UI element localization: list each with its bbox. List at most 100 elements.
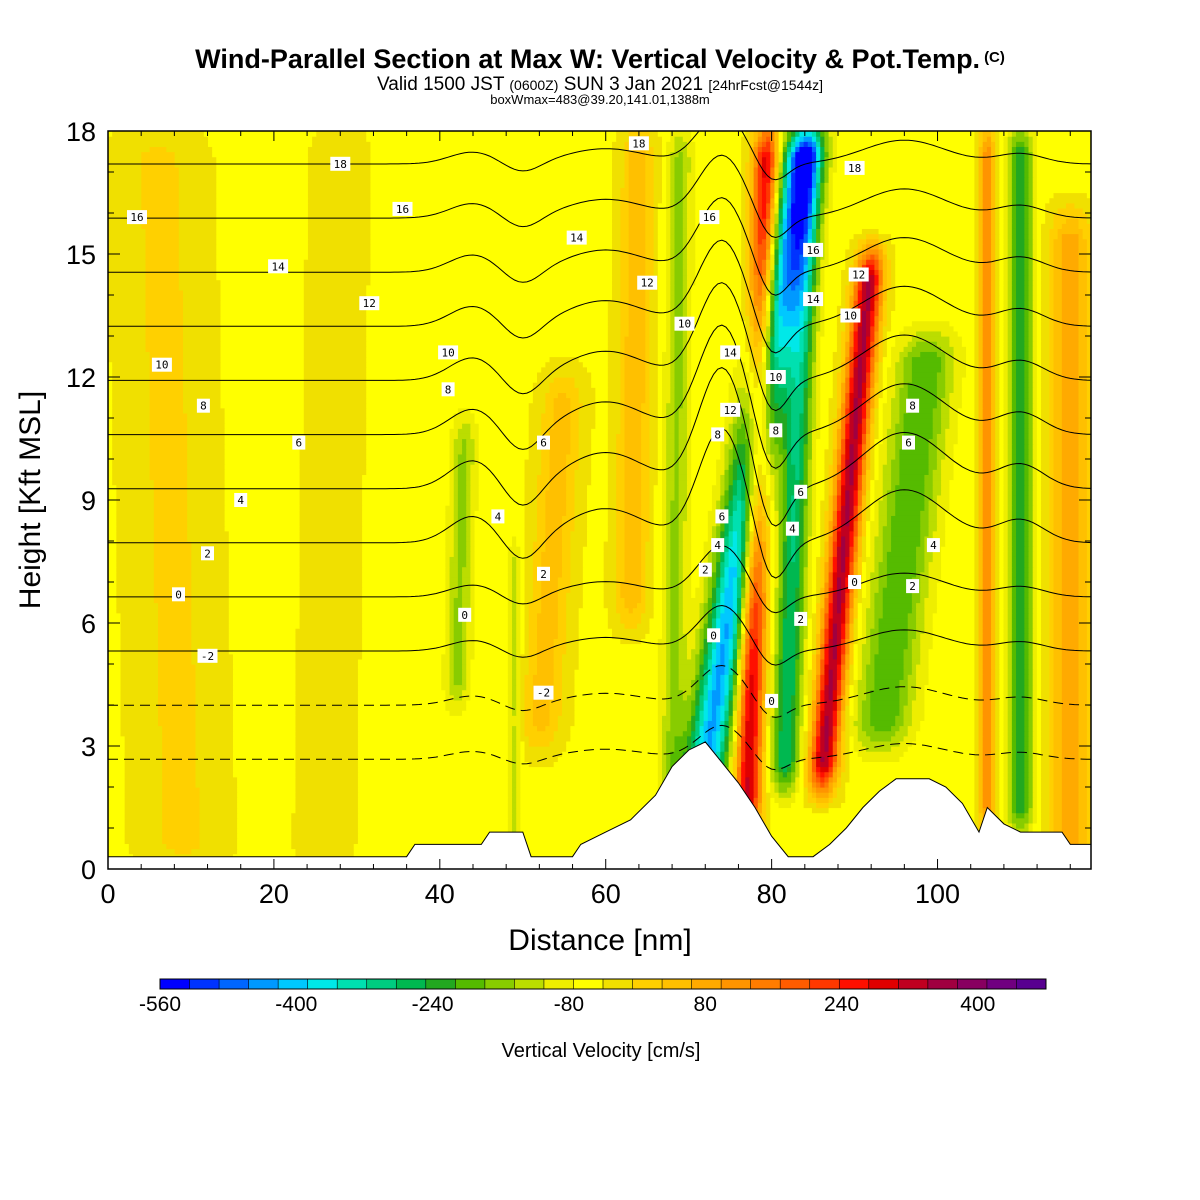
- w-cell: [237, 848, 297, 855]
- w-cell: [1011, 761, 1017, 768]
- w-cell: [845, 648, 851, 655]
- w-cell: [541, 587, 559, 593]
- w-cell: [745, 715, 751, 721]
- w-cell: [357, 658, 442, 665]
- w-cell: [703, 602, 709, 609]
- w-cell: [645, 582, 655, 588]
- w-cell: [661, 612, 667, 619]
- w-cell: [991, 638, 996, 645]
- w-cell: [757, 628, 763, 634]
- w-cell: [445, 612, 451, 619]
- w-cell: [1086, 766, 1091, 773]
- w-cell: [820, 756, 826, 762]
- w-cell: [720, 689, 726, 696]
- w-cell: [782, 551, 788, 557]
- w-cell: [816, 674, 821, 680]
- w-cell: [1028, 730, 1034, 737]
- w-cell: [1061, 705, 1080, 711]
- w-cell: [803, 689, 809, 696]
- w-cell: [445, 571, 451, 578]
- w-cell: [470, 592, 476, 598]
- w-cell: [857, 633, 863, 639]
- w-cell: [512, 776, 517, 783]
- w-cell: [507, 653, 513, 660]
- w-cell: [520, 571, 526, 578]
- w-cell: [1041, 817, 1050, 824]
- w-cell: [903, 658, 913, 665]
- w-cell: [507, 684, 513, 691]
- w-cell: [932, 638, 975, 645]
- w-cell: [795, 776, 801, 783]
- w-cell: [766, 541, 771, 547]
- w-cell: [1028, 756, 1034, 762]
- w-cell: [566, 617, 580, 624]
- w-cell: [866, 592, 871, 598]
- w-cell: [757, 735, 763, 742]
- w-cell: [791, 740, 796, 747]
- w-cell: [828, 689, 834, 696]
- w-cell: [720, 587, 726, 593]
- w-cell: [707, 556, 713, 563]
- chart-title: Wind-Parallel Section at Max W: Vertical…: [0, 44, 1200, 75]
- w-cell: [666, 561, 671, 568]
- w-cell: [199, 797, 238, 803]
- w-cell: [811, 776, 817, 783]
- w-cell: [524, 623, 530, 629]
- w-cell: [1053, 607, 1063, 614]
- w-cell: [1036, 658, 1042, 665]
- w-cell: [1049, 638, 1055, 645]
- w-cell: [782, 592, 788, 598]
- w-cell: [974, 643, 980, 650]
- w-cell: [820, 674, 826, 680]
- w-cell: [541, 571, 563, 578]
- w-cell: [816, 561, 821, 568]
- w-cell: [1032, 699, 1038, 706]
- w-cell: [757, 541, 763, 547]
- w-cell: [678, 669, 696, 675]
- w-cell: [707, 705, 713, 711]
- w-cell: [824, 556, 830, 563]
- w-cell: [678, 566, 684, 573]
- w-cell: [1016, 740, 1025, 747]
- w-cell: [603, 576, 617, 583]
- w-cell: [666, 669, 671, 675]
- w-cell: [791, 746, 796, 752]
- w-cell: [978, 648, 984, 655]
- w-cell: [786, 541, 792, 547]
- w-cell: [878, 571, 888, 578]
- w-cell: [674, 746, 688, 752]
- w-cell: [999, 792, 1005, 798]
- w-cell: [1028, 643, 1034, 650]
- w-cell: [1011, 561, 1017, 568]
- w-cell: [778, 561, 784, 568]
- w-cell: [761, 679, 767, 686]
- w-cell: [770, 725, 776, 732]
- w-cell: [299, 607, 363, 614]
- w-cell: [736, 715, 742, 721]
- w-cell: [1003, 679, 1009, 686]
- w-cell: [1061, 751, 1080, 757]
- w-cell: [861, 653, 871, 660]
- w-cell: [661, 571, 667, 578]
- w-cell: [507, 807, 513, 814]
- w-cell: [845, 602, 851, 609]
- w-cell: [803, 658, 809, 665]
- w-cell: [774, 735, 780, 742]
- w-cell: [532, 674, 555, 680]
- w-cell: [570, 541, 588, 547]
- w-cell: [774, 576, 780, 583]
- w-cell: [661, 761, 667, 768]
- w-cell: [474, 648, 509, 655]
- w-cell: [703, 576, 709, 583]
- w-cell: [828, 576, 834, 583]
- w-cell: [566, 612, 580, 619]
- w-cell: [191, 848, 238, 855]
- w-cell: [1007, 812, 1013, 819]
- w-cell: [924, 607, 938, 614]
- w-cell: [291, 833, 359, 839]
- w-cell: [449, 571, 459, 578]
- w-cell: [299, 561, 363, 568]
- w-cell: [507, 566, 513, 573]
- w-cell: [108, 694, 122, 701]
- w-cell: [816, 761, 821, 768]
